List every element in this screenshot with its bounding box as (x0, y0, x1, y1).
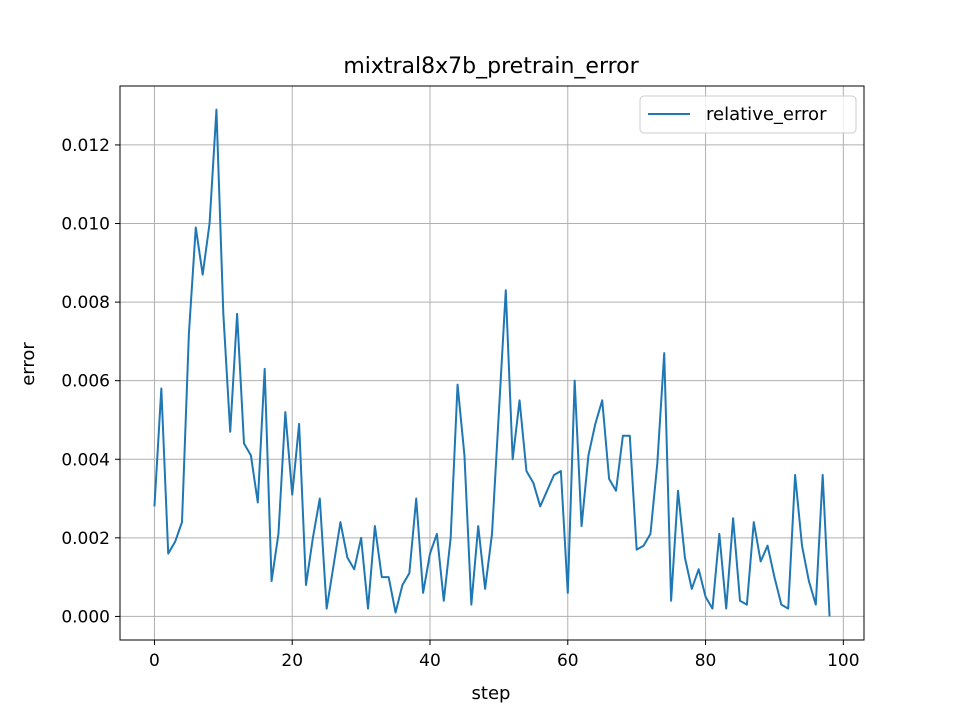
x-tick-label: 80 (695, 651, 717, 671)
x-tick-label: 100 (827, 651, 859, 671)
x-tick-label: 40 (419, 651, 441, 671)
y-tick-label: 0.000 (61, 607, 110, 627)
x-tick-label: 20 (281, 651, 303, 671)
y-tick-label: 0.012 (61, 136, 110, 156)
tick-layer: 0 20 40 60 80 100 0.000 0.002 0.004 0.006 0.008 0.0… (61, 136, 859, 671)
grid-lines (120, 86, 864, 640)
series-line-relative-error (153, 108, 831, 617)
series-layer (153, 108, 831, 617)
y-tick-label: 0.002 (61, 529, 110, 549)
x-tick-label: 60 (557, 651, 579, 671)
legend-label-relative-error: relative_error (706, 104, 827, 125)
axes-frame (119, 85, 865, 641)
y-tick-label: 0.004 (61, 450, 110, 470)
y-tick-label: 0.010 (61, 215, 110, 235)
chart-title: mixtral8x7b_pretrain_error (343, 54, 639, 79)
legend: relative_error (639, 95, 857, 134)
x-axis-label: step (472, 683, 511, 704)
legend-box (639, 95, 857, 134)
y-axis-label: error (18, 342, 39, 386)
y-tick-label: 0.008 (61, 293, 110, 313)
x-tick-label: 0 (149, 651, 160, 671)
y-tick-label: 0.006 (61, 372, 110, 392)
